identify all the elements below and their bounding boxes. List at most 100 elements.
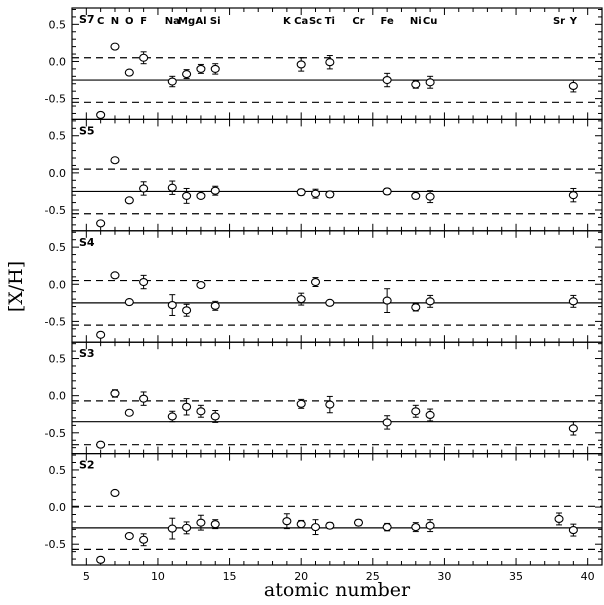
data-point [353, 518, 364, 527]
y-axis-title: [X/H] [5, 261, 27, 312]
data-point [554, 514, 564, 524]
data-point [568, 526, 578, 535]
y-tick-label: 0.0 [49, 501, 67, 514]
data-point [296, 399, 306, 408]
data-point [568, 297, 578, 306]
data-point [110, 488, 120, 498]
data-point [282, 517, 292, 526]
data-point [411, 523, 421, 532]
data-point [96, 110, 106, 119]
data-point [167, 77, 177, 86]
data-point [96, 555, 106, 564]
data-point [425, 410, 435, 420]
y-tick-label: -0.5 [45, 93, 66, 106]
y-tick-label: 0.5 [49, 353, 67, 366]
element-label: Ni [410, 16, 422, 27]
x-axis-title: atomic number [264, 579, 411, 601]
y-tick-label: 0.5 [49, 18, 67, 31]
data-point [325, 298, 335, 307]
y-tick-label: -0.5 [45, 315, 66, 328]
data-point [411, 407, 421, 416]
data-point [196, 64, 206, 73]
element-label: Sr [553, 16, 565, 27]
data-point [96, 330, 106, 339]
element-label: F [140, 16, 147, 27]
data-point [110, 42, 120, 51]
y-tick-label: 0.0 [49, 167, 67, 180]
data-point [568, 81, 578, 91]
panel-s5: -0.5 0.0 0.5 S5 [45, 118, 603, 232]
data-point [96, 440, 106, 449]
data-point [124, 68, 134, 77]
x-tick-label: 25 [366, 570, 380, 583]
data-point [296, 60, 306, 69]
data-point [196, 191, 206, 200]
data-point [296, 188, 306, 197]
y-tick-label: 0.5 [49, 241, 67, 254]
data-point [139, 277, 149, 287]
element-label: K [283, 16, 292, 27]
data-point [182, 306, 192, 315]
data-point [310, 189, 321, 198]
data-point [124, 531, 134, 541]
data-point [110, 389, 120, 398]
data-point [124, 196, 134, 205]
element-label: Ca [294, 16, 308, 27]
element-label: N [111, 16, 119, 27]
element-label: Sc [309, 16, 322, 27]
data-point [139, 184, 149, 193]
data-point [210, 64, 220, 73]
data-point [568, 191, 578, 200]
y-tick-label: 0.0 [49, 390, 67, 403]
y-tick-label: 0.5 [49, 130, 67, 143]
data-point [325, 190, 335, 199]
data-point [382, 523, 392, 532]
data-point [210, 520, 220, 529]
element-label: O [125, 16, 134, 27]
element-label: Cu [423, 16, 437, 27]
x-tick-label: 15 [223, 570, 237, 583]
data-point [110, 156, 120, 165]
x-tick-label: 30 [437, 570, 451, 583]
data-point [425, 192, 435, 201]
data-point [325, 521, 335, 530]
y-tick-label: -0.5 [45, 538, 66, 551]
data-point [196, 280, 206, 290]
data-point [96, 219, 106, 228]
data-point [425, 521, 435, 530]
data-point [124, 408, 134, 417]
data-point [182, 402, 192, 411]
panel-frame [71, 341, 603, 455]
element-label: Si [210, 16, 221, 27]
data-point [382, 296, 392, 305]
panel-label: S3 [79, 347, 95, 360]
panel-s4: -0.5 0.0 0.5 S4 [45, 230, 603, 343]
data-point [411, 191, 421, 200]
data-point [182, 523, 192, 532]
element-label: Mg [178, 16, 195, 27]
data-point [425, 78, 435, 87]
data-point [310, 277, 321, 287]
data-point [425, 297, 435, 306]
element-label: Ti [325, 16, 335, 27]
data-point [196, 518, 206, 527]
element-label: Fe [381, 16, 394, 27]
data-point [210, 412, 220, 421]
data-point [139, 535, 149, 544]
data-point [124, 298, 134, 307]
data-point [325, 400, 335, 409]
data-point [167, 183, 177, 192]
panel-label: S5 [79, 124, 95, 137]
data-point [167, 524, 177, 533]
data-point [411, 303, 421, 312]
y-tick-label: -0.5 [45, 427, 66, 440]
data-point [325, 58, 335, 67]
element-label: C [97, 16, 104, 27]
data-point [296, 295, 306, 304]
x-tick-label: 20 [294, 570, 308, 583]
data-point [196, 407, 206, 416]
data-point [382, 187, 392, 196]
